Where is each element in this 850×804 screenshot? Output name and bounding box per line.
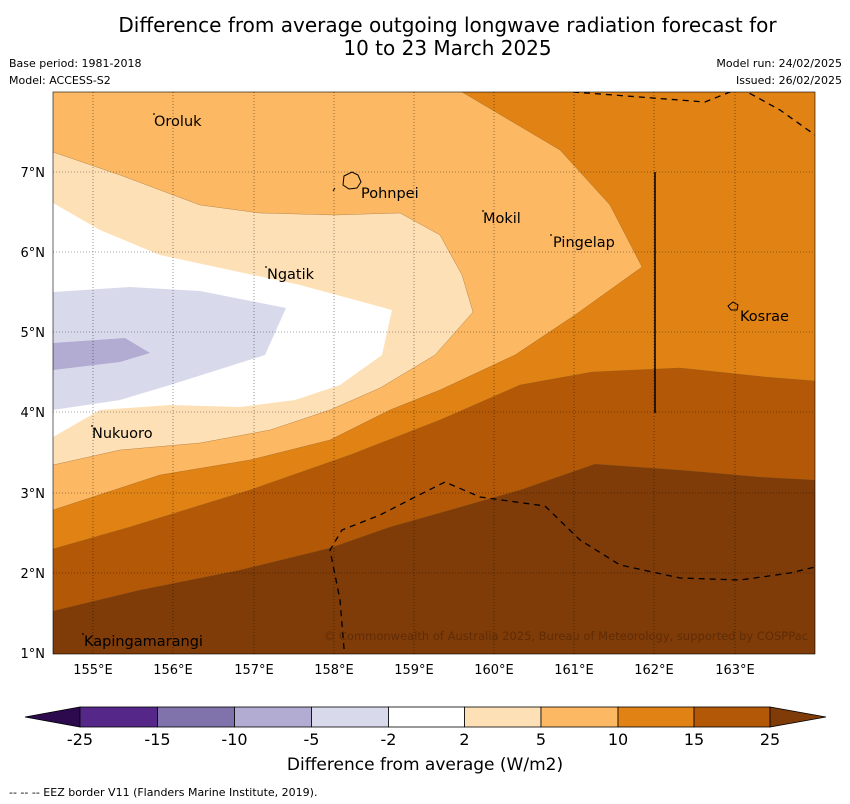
colorbar-title: Difference from average (W/m2) bbox=[286, 755, 564, 775]
contour-fills bbox=[53, 92, 815, 654]
y-tick-label: 3°N bbox=[21, 487, 46, 502]
copyright-text: © Commonwealth of Australia 2025, Bureau… bbox=[324, 629, 808, 643]
x-tick-label: 161°E bbox=[554, 663, 594, 678]
place-label: Ngatik bbox=[267, 267, 315, 283]
place-label: Kapingamarangi bbox=[84, 634, 203, 650]
eez-footnote: -- -- -- EEZ border V11 (Flanders Marine… bbox=[9, 786, 318, 799]
colorbar bbox=[24, 706, 827, 728]
y-tick-label: 7°N bbox=[21, 166, 46, 181]
pohnpei-islet bbox=[332, 187, 336, 192]
x-tick-label: 155°E bbox=[73, 663, 113, 678]
place-label: Pingelap bbox=[553, 235, 615, 251]
colorbar-label: 5 bbox=[536, 730, 546, 749]
colorbar-segment bbox=[693, 706, 771, 728]
x-tick-label: 162°E bbox=[634, 663, 674, 678]
y-tick-label: 4°N bbox=[21, 406, 46, 421]
x-tick-label: 160°E bbox=[474, 663, 514, 678]
issued-date: Issued: 26/02/2025 bbox=[735, 74, 842, 87]
colorbar-segment bbox=[234, 706, 312, 728]
place-labels: Oroluk Pohnpei Mokil Pingelap Ngatik Kos… bbox=[84, 114, 789, 650]
y-tick-label: 2°N bbox=[21, 567, 46, 582]
colorbar-segment bbox=[157, 706, 235, 728]
pohnpei-island-shape bbox=[342, 171, 362, 190]
y-tick-label: 1°N bbox=[21, 647, 46, 662]
colorbar-segment bbox=[79, 706, 158, 728]
colorbar-label: -25 bbox=[67, 730, 93, 749]
place-label: Nukuoro bbox=[92, 426, 153, 442]
eez-borders bbox=[329, 92, 815, 654]
title-line-1: Difference from average outgoing longwav… bbox=[118, 13, 777, 37]
base-period: Base period: 1981-2018 bbox=[9, 57, 142, 70]
chart-title: Difference from average outgoing longwav… bbox=[0, 14, 850, 60]
contour-lines bbox=[53, 92, 815, 612]
colorbar-labels: -25 -15 -10 -5 -2 2 5 10 15 25 bbox=[67, 730, 780, 749]
colorbar-segment bbox=[388, 706, 465, 728]
model-run: Model run: 24/02/2025 bbox=[716, 57, 842, 70]
meta-right: Model run: 24/02/2025 Issued: 26/02/2025 bbox=[716, 55, 842, 89]
place-label: Mokil bbox=[483, 211, 521, 227]
colorbar-label: 10 bbox=[608, 730, 628, 749]
colorbar-segment bbox=[311, 706, 389, 728]
place-label: Oroluk bbox=[154, 114, 202, 130]
y-axis-ticks: 7°N 6°N 5°N 4°N 3°N 2°N 1°N bbox=[21, 166, 46, 662]
x-axis-ticks: 155°E 156°E 157°E 158°E 159°E 160°E 161°… bbox=[73, 663, 755, 678]
model-name: Model: ACCESS-S2 bbox=[9, 74, 111, 87]
colorbar-label: -5 bbox=[304, 730, 320, 749]
colorbar-segment bbox=[540, 706, 619, 728]
meta-left: Base period: 1981-2018 Model: ACCESS-S2 bbox=[9, 55, 141, 89]
island-dots bbox=[82, 113, 552, 635]
colorbar-extend-right bbox=[769, 706, 827, 728]
map-frame bbox=[52, 91, 816, 655]
colorbar-label: -15 bbox=[144, 730, 170, 749]
title-line-2: 10 to 23 March 2025 bbox=[343, 36, 552, 60]
fill-above-25 bbox=[53, 464, 815, 654]
colorbar-extend-left bbox=[24, 706, 81, 728]
fill-minus10-minus5 bbox=[53, 338, 150, 370]
place-label: Kosrae bbox=[740, 309, 789, 325]
x-tick-label: 158°E bbox=[314, 663, 354, 678]
kosrae-island-shape bbox=[727, 301, 739, 311]
y-tick-label: 6°N bbox=[21, 246, 46, 261]
colorbar-label: -2 bbox=[381, 730, 397, 749]
place-label: Pohnpei bbox=[361, 186, 419, 202]
y-tick-label: 5°N bbox=[21, 326, 46, 341]
fill-minus5-minus2 bbox=[53, 287, 286, 410]
gridlines bbox=[53, 92, 815, 654]
x-tick-label: 157°E bbox=[234, 663, 274, 678]
colorbar-label: 15 bbox=[684, 730, 704, 749]
colorbar-label: -10 bbox=[221, 730, 247, 749]
x-tick-label: 156°E bbox=[153, 663, 193, 678]
x-tick-label: 159°E bbox=[394, 663, 434, 678]
x-tick-label: 163°E bbox=[715, 663, 755, 678]
colorbar-label: 25 bbox=[760, 730, 780, 749]
colorbar-label: 2 bbox=[459, 730, 469, 749]
colorbar-segment bbox=[617, 706, 695, 728]
colorbar-segment bbox=[464, 706, 542, 728]
